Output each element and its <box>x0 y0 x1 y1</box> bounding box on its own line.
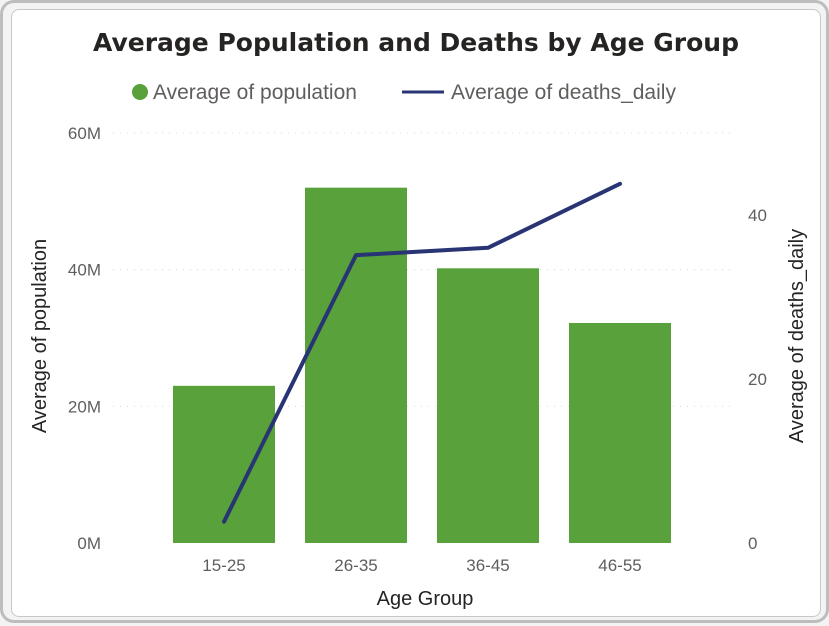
left-tick-label: 60M <box>68 124 101 143</box>
right-tick-label: 40 <box>748 206 767 225</box>
x-tick-label: 46-55 <box>598 556 641 575</box>
line-series[interactable] <box>222 181 622 524</box>
x-tick-label: 36-45 <box>466 556 509 575</box>
legend[interactable]: Average of population Average of deaths_… <box>132 81 676 104</box>
legend-label-population[interactable]: Average of population <box>153 81 357 104</box>
chart-title: Average Population and Deaths by Age Gro… <box>93 28 739 57</box>
combo-chart[interactable]: Average Population and Deaths by Age Gro… <box>3 3 829 626</box>
bar-15-25[interactable] <box>173 385 275 543</box>
right-tick-label: 20 <box>748 370 767 389</box>
deaths-line[interactable] <box>222 181 622 524</box>
right-axis-title: Average of deaths_daily <box>786 229 808 443</box>
left-tick-label: 0M <box>77 534 101 553</box>
x-axis-title: Age Group <box>377 588 474 610</box>
bar-series[interactable] <box>173 187 671 543</box>
legend-label-deaths[interactable]: Average of deaths_daily <box>451 81 676 104</box>
left-axis-ticks: 0M 20M 40M 60M <box>68 124 101 553</box>
bar-46-55[interactable] <box>569 322 671 543</box>
left-axis-title: Average of population <box>29 239 51 433</box>
right-axis-ticks: 0 20 40 <box>748 206 767 553</box>
visual-card[interactable] <box>11 9 821 617</box>
x-axis-ticks: 15-25 26-35 36-45 46-55 <box>202 556 641 575</box>
x-tick-label: 26-35 <box>334 556 377 575</box>
bar-36-45[interactable] <box>437 268 539 543</box>
legend-swatch-population <box>132 84 148 100</box>
right-tick-label: 0 <box>748 534 757 553</box>
bar-26-35[interactable] <box>305 187 407 543</box>
left-tick-label: 20M <box>68 397 101 416</box>
x-tick-label: 15-25 <box>202 556 245 575</box>
left-tick-label: 40M <box>68 261 101 280</box>
